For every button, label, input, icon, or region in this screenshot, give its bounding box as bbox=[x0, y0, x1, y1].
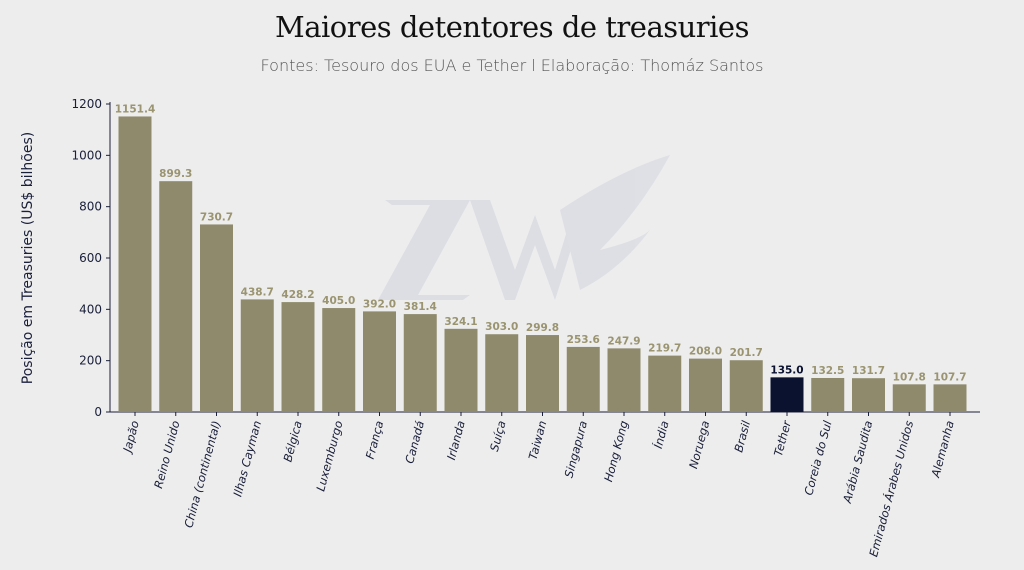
bar bbox=[770, 377, 804, 412]
data-label: 107.8 bbox=[893, 371, 926, 383]
watermark-wing-icon bbox=[560, 155, 670, 290]
bar bbox=[485, 334, 519, 412]
x-tick-label: Noruega bbox=[686, 419, 712, 470]
y-tick-label: 800 bbox=[79, 200, 102, 214]
bar bbox=[281, 302, 315, 412]
data-label: 381.4 bbox=[404, 301, 437, 313]
data-label: 253.6 bbox=[567, 334, 600, 346]
x-tick-label: Brasil bbox=[731, 418, 753, 453]
watermark-z-icon bbox=[378, 200, 470, 300]
bar bbox=[566, 346, 600, 412]
x-tick-label: Coreia do Sul bbox=[801, 418, 835, 496]
data-label: 131.7 bbox=[852, 365, 885, 377]
x-tick-label: Ilhas Cayman bbox=[230, 419, 264, 498]
y-tick-label: 1000 bbox=[71, 148, 102, 162]
data-label: 392.0 bbox=[363, 298, 396, 310]
data-label: 219.7 bbox=[648, 343, 681, 355]
data-label: 201.7 bbox=[730, 347, 763, 359]
x-tick-label: Bélgica bbox=[280, 419, 304, 463]
data-label: 208.0 bbox=[689, 346, 722, 358]
bar bbox=[444, 328, 478, 412]
data-label: 107.7 bbox=[933, 371, 966, 383]
x-tick-label: França bbox=[363, 419, 387, 460]
bar bbox=[403, 314, 437, 412]
bar bbox=[322, 308, 356, 412]
bar bbox=[607, 348, 641, 412]
x-tick-label: Canadá bbox=[402, 419, 427, 465]
y-tick-label: 200 bbox=[79, 354, 102, 368]
bar bbox=[648, 355, 682, 412]
x-tick-label: Singapura bbox=[561, 419, 590, 479]
y-tick-label: 1200 bbox=[71, 97, 102, 111]
x-tick-label: Japão bbox=[120, 419, 142, 455]
chart-subtitle: Fontes: Tesouro dos EUA e Tether l Elabo… bbox=[260, 56, 764, 75]
data-label: 135.0 bbox=[770, 364, 803, 376]
data-label: 132.5 bbox=[811, 365, 844, 377]
x-tick-label: Suíça bbox=[487, 419, 509, 453]
data-label: 438.7 bbox=[241, 286, 274, 298]
watermark-w-icon bbox=[470, 200, 585, 300]
watermark-logo bbox=[378, 155, 670, 300]
x-tick-label: Índia bbox=[650, 419, 672, 450]
x-tick-label: Hong Kong bbox=[601, 419, 631, 483]
x-tick-label: Arábia Saudita bbox=[840, 419, 876, 505]
data-label: 299.8 bbox=[526, 322, 559, 334]
x-tick-label: Alemanha bbox=[928, 419, 957, 480]
data-label: 324.1 bbox=[444, 316, 477, 328]
data-label: 303.0 bbox=[485, 321, 518, 333]
y-tick-label: 400 bbox=[79, 302, 102, 316]
bar bbox=[689, 358, 722, 412]
data-label: 1151.4 bbox=[115, 103, 156, 115]
bar bbox=[159, 181, 193, 412]
y-axis-label: Posição em Treasuries (US$ bilhões) bbox=[20, 132, 36, 384]
data-label: 730.7 bbox=[200, 211, 233, 223]
bar bbox=[892, 384, 926, 412]
bar bbox=[200, 224, 233, 412]
y-tick-label: 0 bbox=[94, 405, 102, 419]
x-tick-label: Emirados Árabes Unidos bbox=[865, 419, 916, 558]
x-tick-label: Luxemburgo bbox=[313, 419, 345, 493]
bar bbox=[933, 384, 967, 412]
x-tick-label: China (continental) bbox=[181, 419, 223, 529]
bar bbox=[118, 116, 152, 412]
data-label: 428.2 bbox=[281, 289, 314, 301]
bar bbox=[852, 378, 885, 412]
bar bbox=[811, 377, 845, 412]
x-tick-label: Taiwan bbox=[526, 419, 550, 461]
chart-title: Maiores detentores de treasuries bbox=[275, 10, 749, 44]
bar bbox=[729, 360, 763, 412]
data-label: 899.3 bbox=[159, 168, 192, 180]
x-tick-label: Irlanda bbox=[444, 419, 468, 461]
bar bbox=[240, 299, 274, 412]
x-tick-label: Reino Unido bbox=[151, 419, 183, 490]
y-tick-label: 600 bbox=[79, 251, 102, 265]
x-tick-label: Tether bbox=[771, 418, 794, 458]
data-label: 247.9 bbox=[607, 335, 640, 347]
bar bbox=[363, 311, 396, 412]
data-label: 405.0 bbox=[322, 295, 355, 307]
bar bbox=[526, 335, 559, 412]
